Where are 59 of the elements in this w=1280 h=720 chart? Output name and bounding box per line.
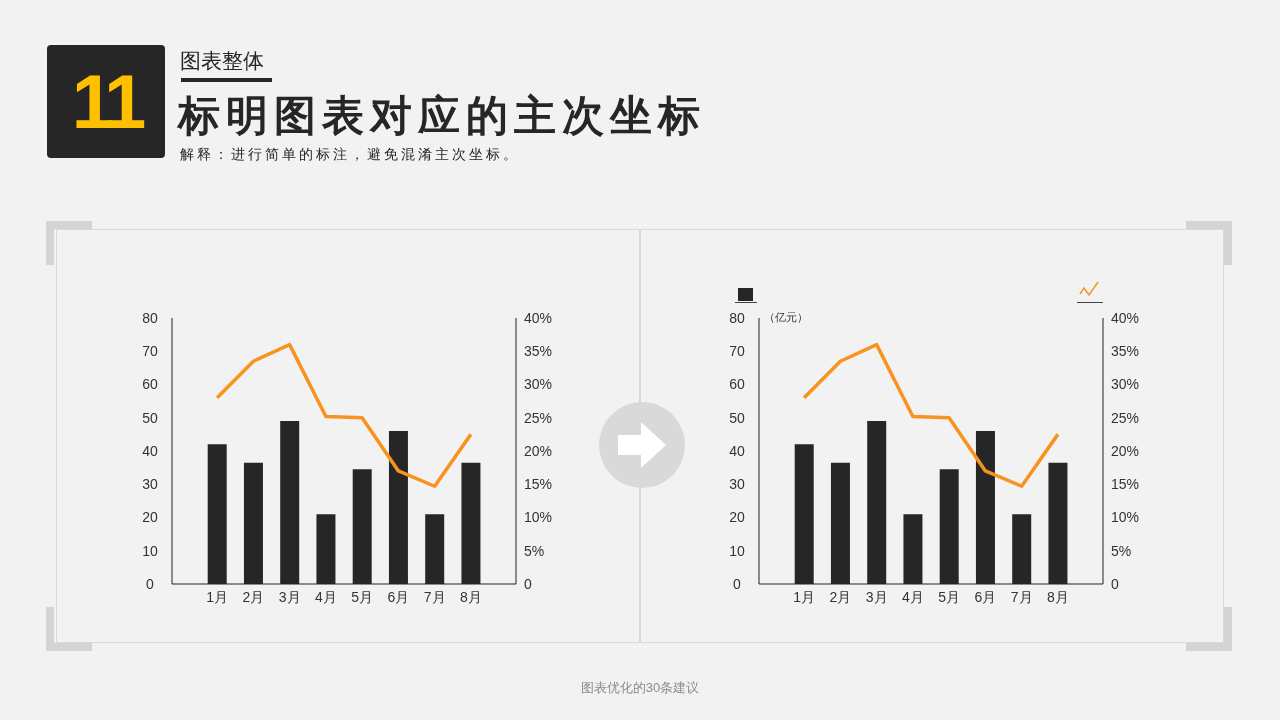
y-tick-label: 20 (729, 509, 745, 526)
y-tick-label: 70 (142, 343, 158, 360)
y2-tick-label: 5% (524, 542, 545, 559)
text: 图表优化的30条建议 (579, 679, 701, 697)
line-series (802, 342, 1060, 488)
x-tick-label: 1月 (793, 588, 816, 605)
line-series (215, 342, 473, 488)
y2-tick-label: 10% (524, 509, 553, 526)
x-tick-label: 7月 (1010, 588, 1033, 605)
x-tick-label: 4月 (314, 588, 337, 605)
x-tick-label: 6月 (387, 588, 410, 605)
y-axis-title: （亿元） (764, 310, 808, 325)
y2-tick-label: 25% (1111, 409, 1140, 426)
y-tick-label: 30 (142, 476, 158, 493)
y-tick-label: 10 (729, 542, 745, 559)
x-tick-label: 8月 (459, 588, 482, 605)
x-tick-label: 3月 (278, 588, 301, 605)
x-tick-label: 2月 (829, 588, 852, 605)
y2-tick-label: 5% (1111, 542, 1132, 559)
y-tick-label: 50 (142, 409, 158, 426)
y-tick-label: 80 (142, 309, 158, 326)
chart-subtitle: 解释：进行简单的标注，避免混淆主次坐标。 (180, 146, 520, 164)
x-tick-label: 5月 (938, 588, 961, 605)
x-tick-label: 4月 (901, 588, 924, 605)
y2-tick-label: 15% (1111, 476, 1140, 493)
y-tick-label: 0 (733, 575, 742, 592)
y-tick-label: 10 (142, 542, 158, 559)
y2-tick-label: 35% (524, 343, 553, 360)
x-tick-label: 7月 (423, 588, 446, 605)
y2-tick-label: 30% (1111, 376, 1140, 393)
y-tick-label: 80 (729, 309, 745, 326)
x-tick-label: 1月 (206, 588, 229, 605)
x-tick-label: 5月 (351, 588, 374, 605)
chart-title: 标明图表对应的主次坐标 (178, 91, 706, 141)
y2-tick-label: 30% (524, 376, 553, 393)
y2-tick-label: 35% (1111, 343, 1140, 360)
y-tick-label: 60 (142, 376, 158, 393)
text: 图表整体 (180, 48, 264, 74)
y-tick-label: 40 (729, 442, 745, 459)
x-tick-label: 8月 (1046, 588, 1069, 605)
x-tick-label: 2月 (242, 588, 265, 605)
y-tick-label: 0 (146, 575, 155, 592)
x-tick-label: 6月 (974, 588, 997, 605)
y-tick-label: 40 (142, 442, 158, 459)
y-tick-label: 30 (729, 476, 745, 493)
y-tick-label: 60 (729, 376, 745, 393)
y2-tick-label: 40% (524, 309, 553, 326)
y2-tick-label: 10% (1111, 509, 1140, 526)
y2-tick-label: 20% (1111, 442, 1140, 459)
x-tick-label: 3月 (865, 588, 888, 605)
y2-tick-label: 0 (524, 575, 532, 592)
y2-tick-label: 25% (524, 409, 553, 426)
y-tick-label: 50 (729, 409, 745, 426)
y2-tick-label: 15% (524, 476, 553, 493)
y2-tick-label: 20% (524, 442, 553, 459)
y2-tick-label: 40% (1111, 309, 1140, 326)
y-tick-label: 20 (142, 509, 158, 526)
y-tick-label: 70 (729, 343, 745, 360)
y2-tick-label: 0 (1111, 575, 1119, 592)
